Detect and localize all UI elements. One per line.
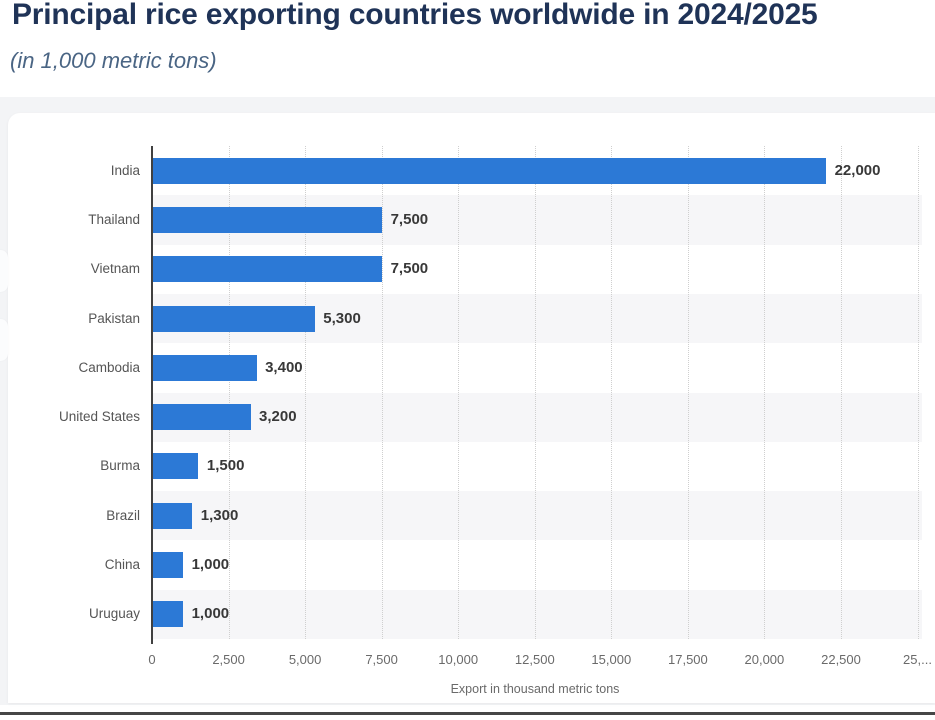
- gridline: [611, 146, 613, 639]
- category-label: Pakistan: [88, 310, 140, 326]
- gridline: [841, 146, 842, 639]
- value-label: 1,000: [191, 556, 230, 573]
- value-label: 1,500: [206, 457, 245, 475]
- bottom-divider: [0, 712, 935, 715]
- category-label: Burma: [100, 458, 140, 474]
- cutoff-side-element-top: [0, 250, 8, 292]
- gridline: [305, 146, 307, 639]
- bar[interactable]: [152, 404, 251, 431]
- x-tick-label: 20,000: [744, 652, 785, 667]
- chart-title: Principal rice exporting countries world…: [12, 0, 818, 31]
- category-label: Cambodia: [78, 359, 140, 375]
- x-tick-label: 2,500: [212, 652, 245, 667]
- gridline: [381, 146, 383, 639]
- y-axis-line: [150, 146, 153, 644]
- bar[interactable]: [152, 256, 383, 283]
- gridline: [534, 146, 536, 639]
- value-label: 22,000: [834, 161, 881, 179]
- value-label: 1,000: [191, 605, 230, 623]
- chart-subtitle: (in 1,000 metric tons): [10, 48, 217, 73]
- bar[interactable]: [152, 207, 383, 233]
- x-tick-label: 5,000: [288, 652, 322, 667]
- category-label: Uruguay: [88, 606, 140, 622]
- value-label: 7,500: [390, 260, 429, 278]
- x-tick-label: 10,000: [438, 652, 479, 667]
- gridline: [764, 146, 766, 639]
- gridline: [458, 146, 460, 639]
- gridline: [687, 146, 689, 639]
- category-label: Brazil: [106, 507, 140, 523]
- row-stripe: [152, 491, 922, 541]
- bar[interactable]: [152, 157, 827, 184]
- bar[interactable]: [152, 502, 193, 529]
- bar[interactable]: [152, 552, 184, 578]
- bar[interactable]: [152, 354, 257, 381]
- bar[interactable]: [152, 453, 199, 480]
- bar[interactable]: [152, 601, 184, 628]
- category-label: United States: [58, 409, 140, 425]
- category-label: China: [104, 557, 140, 572]
- x-tick-label: 12,500: [514, 652, 555, 667]
- x-tick-label: 7,500: [365, 652, 398, 667]
- cutoff-side-element-bottom: [0, 319, 8, 361]
- gridline: [917, 146, 919, 639]
- bar[interactable]: [152, 305, 315, 332]
- x-tick-label: 22,500: [821, 652, 861, 667]
- row-stripe: [152, 589, 922, 639]
- gridline: [228, 146, 230, 639]
- row-stripe: [152, 392, 922, 442]
- x-tick-label: 15,000: [591, 652, 632, 667]
- x-axis-title: Export in thousand metric tons: [450, 682, 620, 696]
- value-label: 5,300: [323, 309, 361, 327]
- category-label: Vietnam: [90, 261, 140, 277]
- category-label: India: [110, 162, 140, 178]
- value-label: 1,300: [200, 506, 239, 524]
- category-label: Thailand: [88, 212, 140, 227]
- x-tick-label: 17,500: [668, 652, 708, 667]
- x-tick-label: 0: [148, 652, 156, 667]
- value-label: 3,400: [265, 358, 303, 376]
- x-tick-label: 25,...: [903, 652, 932, 667]
- value-label: 3,200: [259, 408, 297, 426]
- value-label: 7,500: [390, 211, 429, 228]
